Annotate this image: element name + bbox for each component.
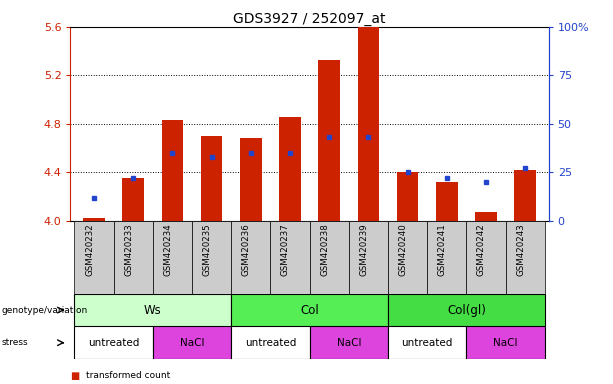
Bar [279, 117, 301, 221]
Text: GSM420239: GSM420239 [359, 223, 368, 276]
Text: Ws: Ws [144, 304, 162, 316]
Text: GSM420242: GSM420242 [477, 223, 486, 276]
Bar [74, 326, 153, 359]
Bar [153, 326, 231, 359]
Bar [74, 221, 113, 294]
Bar [74, 294, 231, 326]
Text: GSM420237: GSM420237 [281, 223, 290, 276]
Bar [514, 170, 536, 221]
Text: GSM420243: GSM420243 [516, 223, 525, 276]
Text: Col(gl): Col(gl) [447, 304, 485, 316]
Bar [83, 218, 105, 221]
Text: untreated: untreated [402, 338, 453, 348]
Bar [231, 221, 270, 294]
Bar [240, 138, 262, 221]
Bar [113, 221, 153, 294]
Text: transformed count: transformed count [86, 371, 170, 379]
Bar [318, 60, 340, 221]
Bar [153, 221, 192, 294]
Text: GSM420234: GSM420234 [164, 223, 172, 276]
Text: GSM420235: GSM420235 [202, 223, 211, 276]
Bar [388, 326, 466, 359]
Text: GSM420233: GSM420233 [124, 223, 133, 276]
Bar [357, 27, 379, 221]
Bar [427, 221, 466, 294]
Bar [397, 172, 418, 221]
Text: untreated: untreated [245, 338, 296, 348]
Bar [466, 326, 545, 359]
Text: NaCl: NaCl [493, 338, 518, 348]
Text: GSM420241: GSM420241 [438, 223, 447, 276]
Bar [310, 326, 388, 359]
Bar [310, 221, 349, 294]
Bar [436, 182, 457, 221]
Text: stress: stress [1, 338, 28, 347]
Bar [388, 294, 545, 326]
Text: untreated: untreated [88, 338, 139, 348]
Bar [192, 221, 231, 294]
Text: Col: Col [300, 304, 319, 316]
Text: ■: ■ [70, 371, 80, 381]
Bar [231, 326, 310, 359]
Bar [388, 221, 427, 294]
Text: GSM420238: GSM420238 [320, 223, 329, 276]
Text: NaCl: NaCl [180, 338, 204, 348]
Bar [231, 294, 388, 326]
Text: GSM420236: GSM420236 [242, 223, 251, 276]
Bar [506, 221, 545, 294]
Bar [475, 212, 497, 221]
Bar [270, 221, 310, 294]
Bar [349, 221, 388, 294]
Text: NaCl: NaCl [337, 338, 361, 348]
Text: genotype/variation: genotype/variation [1, 306, 88, 314]
Bar [162, 120, 183, 221]
Title: GDS3927 / 252097_at: GDS3927 / 252097_at [234, 12, 386, 26]
Bar [123, 179, 144, 221]
Text: GSM420232: GSM420232 [85, 223, 94, 276]
Text: GSM420240: GSM420240 [398, 223, 408, 276]
Bar [201, 136, 223, 221]
Bar [466, 221, 506, 294]
